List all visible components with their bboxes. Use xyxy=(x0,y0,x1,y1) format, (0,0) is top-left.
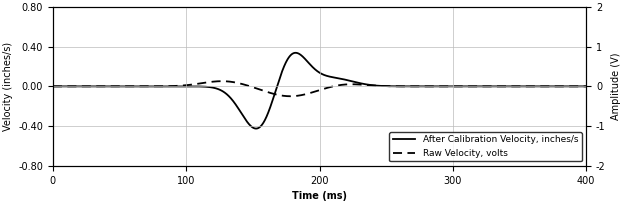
X-axis label: Time (ms): Time (ms) xyxy=(292,191,347,201)
Y-axis label: Amplitude (V): Amplitude (V) xyxy=(612,53,622,120)
Y-axis label: Velocity (inches/s): Velocity (inches/s) xyxy=(2,42,12,131)
Legend: After Calibration Velocity, inches/s, Raw Velocity, volts: After Calibration Velocity, inches/s, Ra… xyxy=(389,132,582,161)
